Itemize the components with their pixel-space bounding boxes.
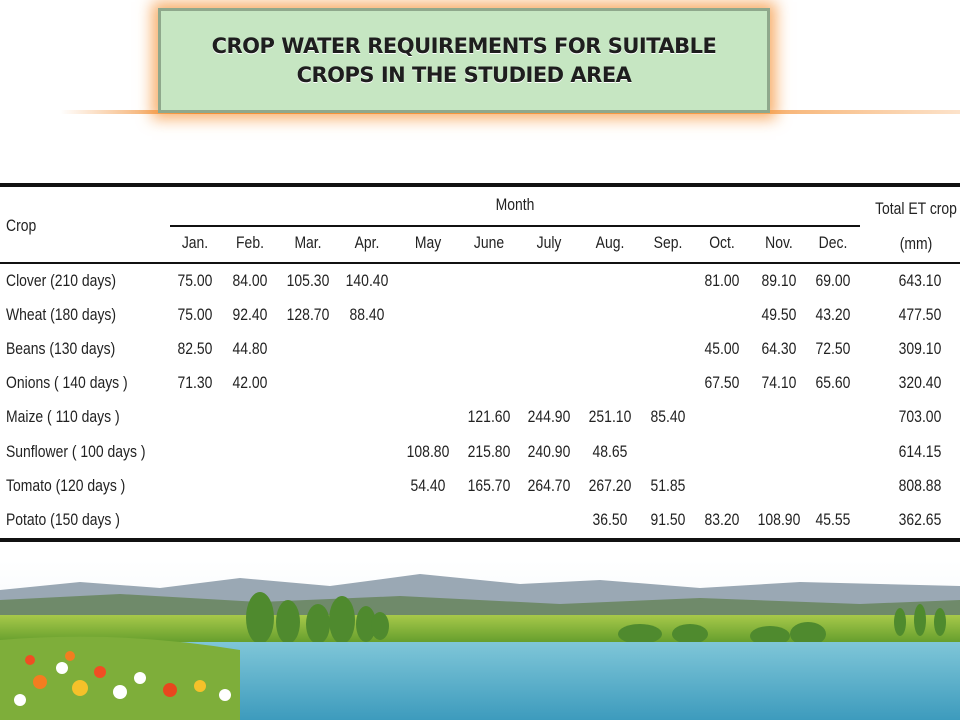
table-cell: 75.00 [177, 305, 213, 324]
trees [246, 592, 946, 646]
title-box: CROP WATER REQUIREMENTS FOR SUITABLE CRO… [158, 8, 770, 113]
total-cell: 309.10 [898, 339, 942, 358]
month-rule [170, 225, 860, 227]
table-cell: 128.70 [286, 305, 330, 324]
table-cell: 251.10 [588, 407, 632, 426]
crop-name: Potato (150 days ) [6, 510, 120, 529]
total-header-unit: (mm) [899, 234, 933, 253]
table-cell: 91.50 [650, 510, 686, 529]
month-header-cell: Aug. [595, 233, 625, 252]
table-cell: 82.50 [177, 339, 213, 358]
crop-name: Sunflower ( 100 days ) [6, 442, 146, 461]
table-cell: 71.30 [177, 373, 213, 392]
table-cell: 51.85 [650, 476, 686, 495]
table-cell: 121.60 [467, 407, 511, 426]
table-cell: 105.30 [286, 271, 330, 290]
total-cell: 477.50 [898, 305, 942, 324]
table-cell: 108.80 [406, 442, 450, 461]
month-header-cell: Mar. [294, 233, 322, 252]
table-cell: 89.10 [761, 271, 797, 290]
header-rule [0, 262, 960, 264]
crop-name: Clover (210 days) [6, 271, 117, 290]
table-cell: 165.70 [467, 476, 511, 495]
table-cell: 49.50 [761, 305, 797, 324]
month-header-cell: Nov. [765, 233, 793, 252]
total-cell: 643.10 [898, 271, 942, 290]
table-cell: 42.00 [232, 373, 268, 392]
table-cell: 140.40 [345, 271, 389, 290]
table-cell: 72.50 [815, 339, 851, 358]
table-cell: 36.50 [592, 510, 628, 529]
table-cell: 267.20 [588, 476, 632, 495]
month-header-cell: Jan. [181, 233, 209, 252]
table-cell: 44.80 [232, 339, 268, 358]
table-cell: 43.20 [815, 305, 851, 324]
table-cell: 84.00 [232, 271, 268, 290]
month-header: Month [495, 195, 535, 214]
total-cell: 614.15 [898, 442, 942, 461]
table-cell: 215.80 [467, 442, 511, 461]
table-cell: 45.00 [704, 339, 740, 358]
month-header-cell: Sep. [653, 233, 683, 252]
table-bottom-rule [0, 538, 960, 542]
month-header-cell: Oct. [709, 233, 735, 252]
crop-header: Crop [6, 216, 37, 235]
table-cell: 88.40 [349, 305, 385, 324]
table-cell: 108.90 [757, 510, 801, 529]
table-cell: 264.70 [527, 476, 571, 495]
crop-name: Onions ( 140 days ) [6, 373, 128, 392]
crop-name: Wheat (180 days) [6, 305, 117, 324]
total-cell: 362.65 [898, 510, 942, 529]
table-cell: 92.40 [232, 305, 268, 324]
total-header: Total ET crop [875, 199, 957, 218]
table-cell: 244.90 [527, 407, 571, 426]
table-cell: 54.40 [410, 476, 446, 495]
month-header-cell: July [536, 233, 562, 252]
crop-name: Tomato (120 days ) [6, 476, 126, 495]
table-cell: 85.40 [650, 407, 686, 426]
table-cell: 240.90 [527, 442, 571, 461]
month-header-cell: Dec. [818, 233, 848, 252]
crop-water-table: Crop Month Total ET crop (mm) Jan. Feb. Ma… [0, 183, 960, 542]
crop-name: Maize ( 110 days ) [6, 407, 120, 426]
total-cell: 808.88 [898, 476, 942, 495]
flowers [14, 651, 231, 706]
table-cell: 48.65 [592, 442, 628, 461]
month-header-cell: June [473, 233, 505, 252]
table-cell: 65.60 [815, 373, 851, 392]
month-header-cell: Feb. [236, 233, 264, 252]
table-cell: 83.20 [704, 510, 740, 529]
total-cell: 703.00 [898, 407, 942, 426]
table-cell: 64.30 [761, 339, 797, 358]
table-cell: 74.10 [761, 373, 797, 392]
table-cell: 69.00 [815, 271, 851, 290]
table-cell: 81.00 [704, 271, 740, 290]
month-header-cell: May [414, 233, 442, 252]
total-cell: 320.40 [898, 373, 942, 392]
landscape-illustration [0, 560, 960, 720]
table-cell: 75.00 [177, 271, 213, 290]
slide-title-line1: CROP WATER REQUIREMENTS FOR SUITABLE [211, 33, 717, 58]
table-cell: 67.50 [704, 373, 740, 392]
table-top-rule [0, 183, 960, 187]
table-cell: 45.55 [815, 510, 851, 529]
crop-name: Beans (130 days) [6, 339, 116, 358]
slide-title-line2: CROPS IN THE STUDIED AREA [296, 62, 632, 87]
month-header-cell: Apr. [354, 233, 380, 252]
